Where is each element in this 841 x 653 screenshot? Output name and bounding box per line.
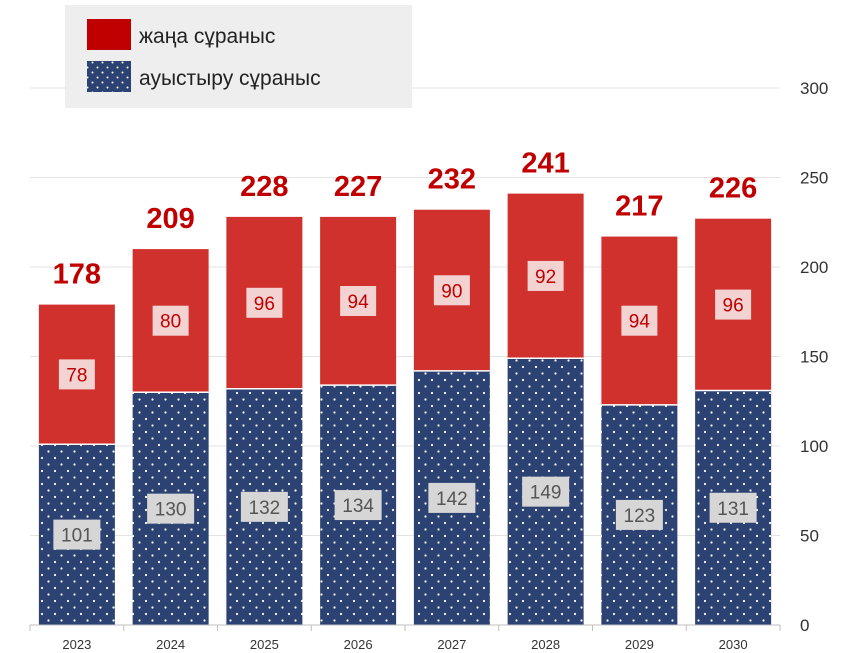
replacement-value-label-box <box>428 482 476 513</box>
replacement-value-label: 130 <box>155 500 187 521</box>
total-value-label: 241 <box>521 148 569 180</box>
replacement-value-label-box <box>615 499 663 530</box>
x-tick-label: 2030 <box>719 637 748 652</box>
total-value-label: 228 <box>240 171 288 203</box>
total-value-label: 217 <box>615 191 663 223</box>
replacement-value-label-box <box>53 519 101 550</box>
replacement-value-label-box <box>522 476 570 507</box>
y-tick-label: 250 <box>800 169 828 188</box>
new-value-label-box <box>340 286 377 317</box>
new-value-label-box <box>58 359 95 390</box>
new-value-label-box <box>433 275 470 306</box>
y-tick-label: 100 <box>800 437 828 456</box>
replacement-value-label: 131 <box>717 499 749 520</box>
x-tick-label: 2028 <box>531 637 560 652</box>
replacement-value-label: 149 <box>530 483 562 504</box>
new-value-label-box <box>246 287 283 318</box>
y-axis: 0 50 100 150 200 250 300 <box>800 79 828 635</box>
new-value-label-box <box>621 305 658 336</box>
legend-label-replacement-demand: ауыстыру сұраныс <box>139 67 321 90</box>
x-tick-label: 2029 <box>625 637 654 652</box>
new-value-label: 96 <box>723 296 744 317</box>
new-value-label: 78 <box>66 365 87 386</box>
replacement-value-label: 142 <box>436 489 468 510</box>
new-value-label: 80 <box>160 312 181 333</box>
y-tick-label: 300 <box>800 79 828 98</box>
replacement-value-label: 132 <box>249 498 281 519</box>
total-value-label: 232 <box>428 164 476 196</box>
new-value-label: 94 <box>629 312 651 333</box>
replacement-value-label-box <box>334 490 382 521</box>
x-tick-label: 2026 <box>344 637 373 652</box>
total-value-label: 178 <box>53 259 101 291</box>
y-tick-label: 50 <box>800 527 819 546</box>
x-tick-label: 2027 <box>437 637 466 652</box>
replacement-value-label: 134 <box>342 496 374 517</box>
legend-label-new-demand: жаңа сұраныс <box>139 25 275 48</box>
total-value-label: 226 <box>709 173 757 205</box>
replacement-value-label: 123 <box>624 506 656 527</box>
new-value-label: 94 <box>348 292 370 313</box>
x-tick-label: 2024 <box>156 637 185 652</box>
bars <box>38 193 772 625</box>
replacement-value-label: 101 <box>61 526 93 547</box>
y-tick-label: 150 <box>800 348 828 367</box>
x-tick-label: 2025 <box>250 637 279 652</box>
legend-swatch-replacement-demand <box>87 61 131 92</box>
replacement-value-label-box <box>147 493 195 524</box>
replacement-value-label-box <box>240 491 288 522</box>
legend: жаңа сұраныс ауыстыру сұраныс <box>65 5 412 108</box>
x-axis: 2023 2024 2025 2026 2027 2028 2029 2030 <box>29 624 781 652</box>
new-value-label: 92 <box>535 267 556 288</box>
y-tick-label: 200 <box>800 258 828 277</box>
new-value-label-box <box>527 260 564 291</box>
replacement-value-label-box <box>709 492 757 523</box>
total-value-label: 227 <box>334 171 382 203</box>
new-value-label-box <box>152 305 189 336</box>
y-tick-label: 0 <box>800 616 809 635</box>
new-value-label: 96 <box>254 294 275 315</box>
total-value-label: 209 <box>146 203 194 235</box>
new-value-label: 90 <box>441 281 462 302</box>
new-value-label-box <box>715 289 752 320</box>
legend-swatch-new-demand <box>87 19 131 50</box>
data-labels: 101 78 178 130 80 209 132 96 228 134 94 227 142 90 232… <box>53 148 757 550</box>
x-tick-label: 2023 <box>62 637 91 652</box>
